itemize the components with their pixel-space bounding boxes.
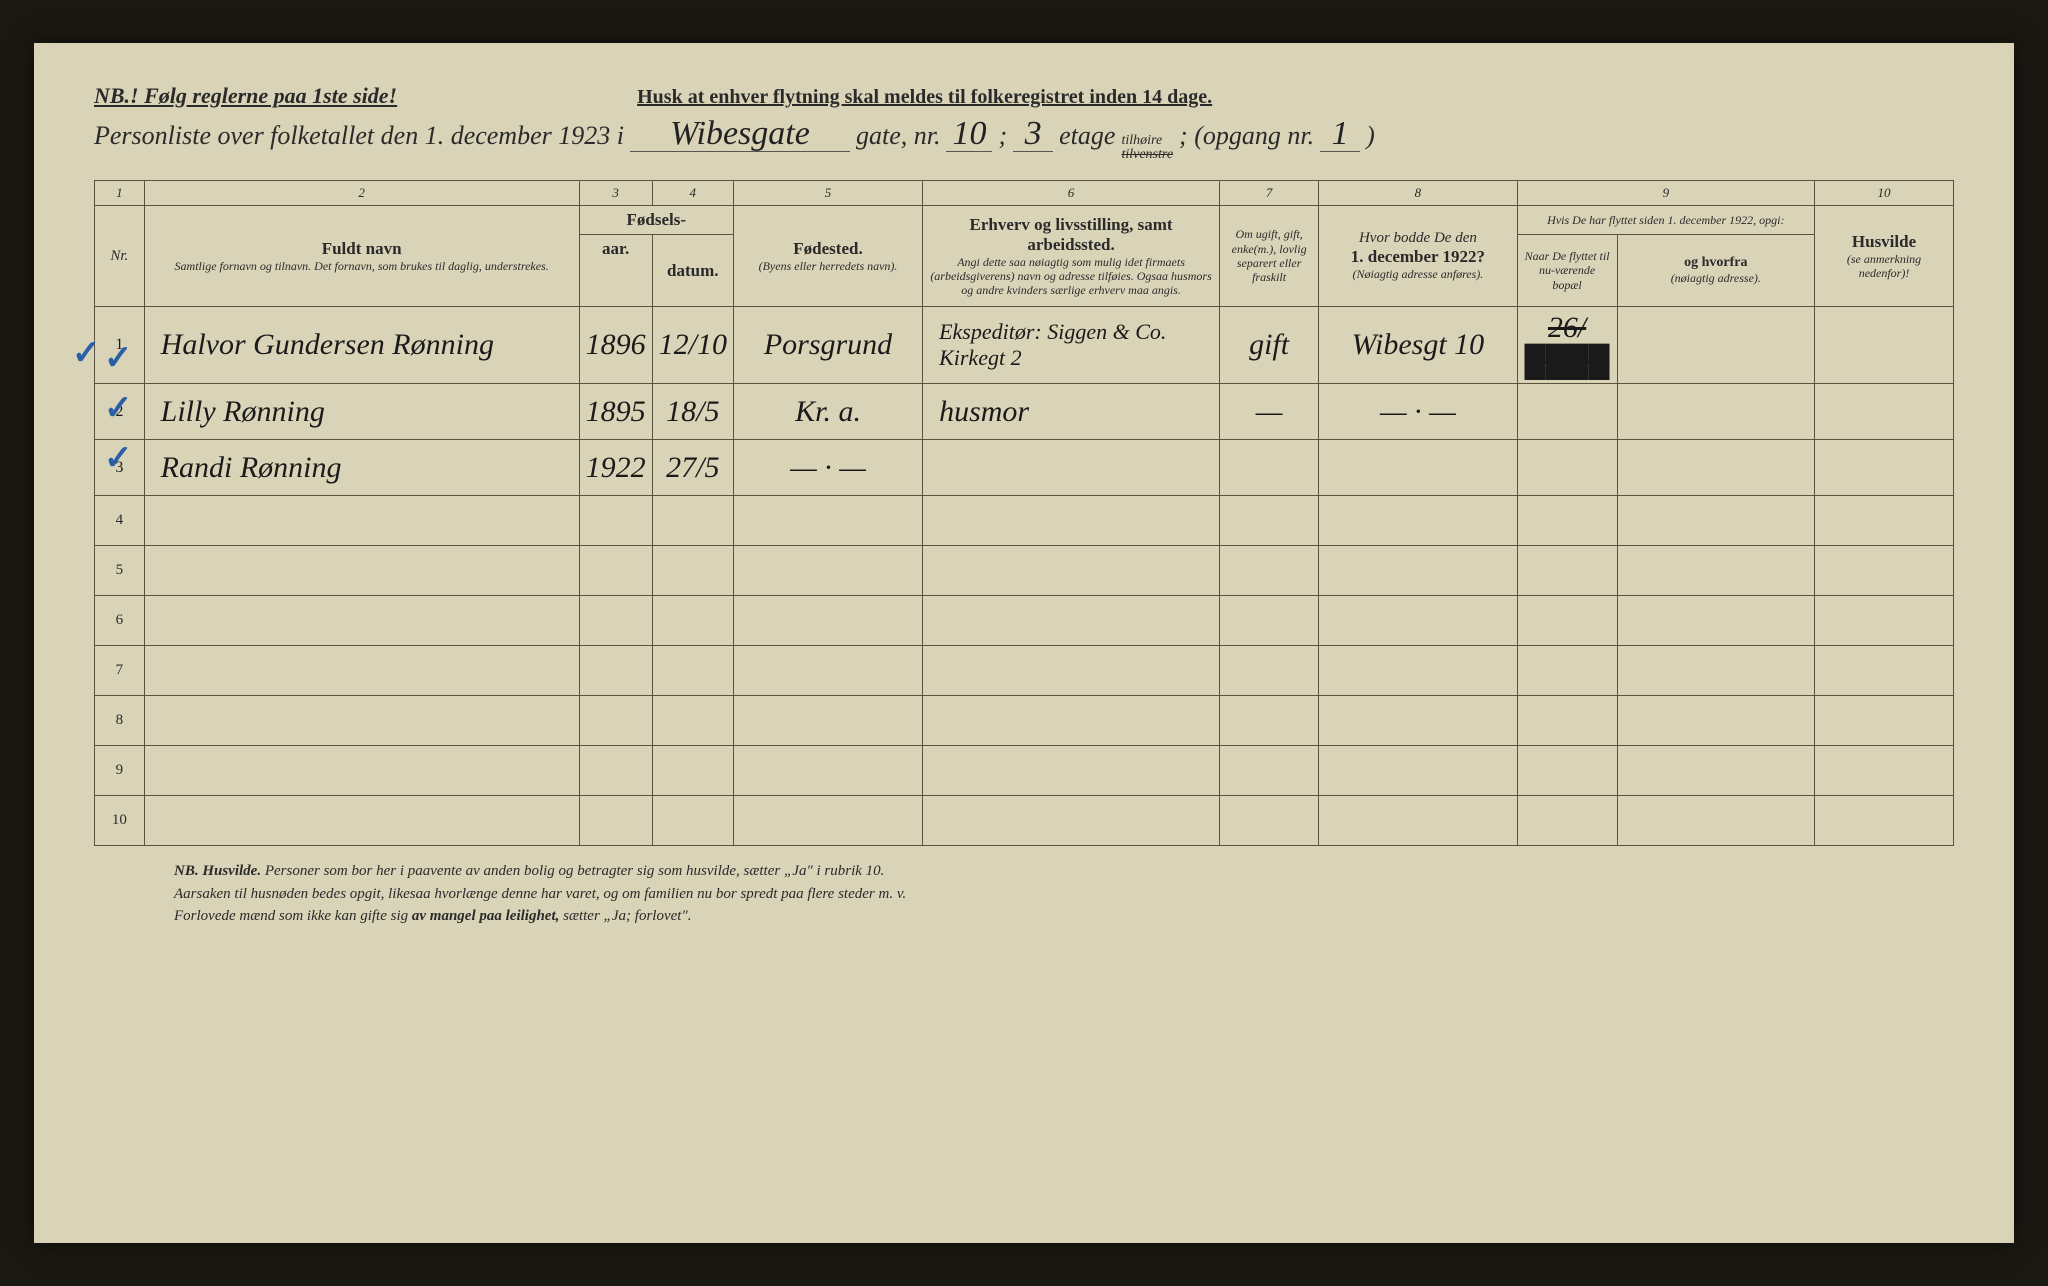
table-row: 10 <box>95 796 1954 846</box>
cell-date: 12/10 <box>652 307 733 384</box>
table-row: 2 Lilly Rønning 1895 18/5 Kr. a. husmor … <box>95 384 1954 440</box>
header-nr: Nr. <box>95 206 145 307</box>
header-moved: Hvis De har flyttet siden 1. december 19… <box>1517 206 1814 235</box>
gate-nr-field: 10 <box>946 117 992 152</box>
checkmark-icon: ✓ <box>104 438 133 478</box>
cell-occupation <box>923 440 1220 496</box>
etage-label: etage <box>1059 121 1115 151</box>
colnum-2: 2 <box>144 181 579 206</box>
colnum-7: 7 <box>1219 181 1318 206</box>
cell-husvilde <box>1815 307 1954 384</box>
cell-husvilde <box>1815 384 1954 440</box>
cell-birthplace: — · — <box>733 440 922 496</box>
side-indicator: tilhøire tilvenstre <box>1121 134 1173 162</box>
cell-year: 1922 <box>579 440 652 496</box>
etage-nr-field: 3 <box>1013 117 1053 152</box>
census-table: 1 2 3 4 5 6 7 8 9 10 Nr. Fuldt navn Samt… <box>94 180 1954 846</box>
street-field: Wibesgate <box>630 117 850 152</box>
table-row: 3 Randi Rønning 1922 27/5 — · — <box>95 440 1954 496</box>
cell-birthplace: Porsgrund <box>733 307 922 384</box>
header-marital: Om ugift, gift, enke(m.), lovlig separer… <box>1219 206 1318 307</box>
footnote: NB. Husvilde. Personer som bor her i paa… <box>94 860 1954 928</box>
header-name: Fuldt navn Samtlige fornavn og tilnavn. … <box>144 206 579 307</box>
nb-instruction: NB.! Følg reglerne paa 1ste side! <box>94 83 397 109</box>
header-top-row: NB.! Følg reglerne paa 1ste side! Husk a… <box>94 83 1954 109</box>
header-when: Naar De flyttet til nu-værende bopæl <box>1517 235 1617 307</box>
header-from: og hvorfra (nøiagtig adresse). <box>1617 235 1815 307</box>
cell-husvilde <box>1815 440 1954 496</box>
header-year: aar. (Skriv ikke feilagtige tal!) <box>579 235 652 307</box>
table-row: 9 <box>95 746 1954 796</box>
colnum-4: 4 <box>652 181 733 206</box>
title-row: Personliste over folketallet den 1. dece… <box>94 117 1954 162</box>
cell-marital: gift <box>1219 307 1318 384</box>
cell-addr1922 <box>1319 440 1517 496</box>
colnum-6: 6 <box>923 181 1220 206</box>
cell-moved-when: 26/ ████ <box>1517 307 1617 384</box>
colnum-9: 9 <box>1517 181 1814 206</box>
table-row: 4 <box>95 496 1954 546</box>
footnote-line-2: Aarsaken til husnøden bedes opgit, likes… <box>174 883 1954 906</box>
cell-moved-from <box>1617 384 1815 440</box>
footnote-line-3: Forlovede mænd som ikke kan gifte sig av… <box>174 905 1954 928</box>
colnum-3: 3 <box>579 181 652 206</box>
colnum-10: 10 <box>1815 181 1954 206</box>
semicolon: ; <box>998 121 1007 151</box>
cell-addr1922: — · — <box>1319 384 1517 440</box>
colnum-8: 8 <box>1319 181 1517 206</box>
reminder-text: Husk at enhver flytning skal meldes til … <box>637 86 1212 109</box>
cell-marital: — <box>1219 384 1318 440</box>
table-row: 7 <box>95 646 1954 696</box>
colnum-1: 1 <box>95 181 145 206</box>
cell-moved-from <box>1617 440 1815 496</box>
census-form-page: ✓ ✓ ✓ ✓ NB.! Følg reglerne paa 1ste side… <box>34 43 2014 1243</box>
header-addr1922: Hvor bodde De den 1. december 1922? (Nøi… <box>1319 206 1517 307</box>
header-date: datum. <box>652 235 733 307</box>
cell-moved-when <box>1517 384 1617 440</box>
header-birth: Fødsels- <box>579 206 733 235</box>
cell-addr1922: Wibesgt 10 <box>1319 307 1517 384</box>
header-birthplace: Fødested. (Byens eller herredets navn). <box>733 206 922 307</box>
cell-name: Randi Rønning <box>144 440 579 496</box>
title-prefix: Personliste over folketallet den 1. dece… <box>94 121 624 151</box>
header-husvilde: Husvilde (se anmerkning nedenfor)! <box>1815 206 1954 307</box>
checkmark-icon: ✓ <box>72 333 101 373</box>
checkmark-icon: ✓ <box>104 338 133 378</box>
cell-occupation: husmor <box>923 384 1220 440</box>
cell-name: Lilly Rønning <box>144 384 579 440</box>
cell-moved-when <box>1517 440 1617 496</box>
footnote-line-1: NB. Husvilde. Personer som bor her i paa… <box>174 860 1954 883</box>
cell-date: 27/5 <box>652 440 733 496</box>
table-body: 1 Halvor Gundersen Rønning 1896 12/10 Po… <box>95 307 1954 846</box>
cell-occupation: Ekspeditør: Siggen & Co. Kirkegt 2 <box>923 307 1220 384</box>
cell-name: Halvor Gundersen Rønning <box>144 307 579 384</box>
colnum-5: 5 <box>733 181 922 206</box>
close-paren: ) <box>1366 121 1375 151</box>
gate-label: gate, nr. <box>856 121 941 151</box>
cell-date: 18/5 <box>652 384 733 440</box>
cell-moved-from <box>1617 307 1815 384</box>
opgang-nr-field: 1 <box>1320 117 1360 152</box>
cell-marital <box>1219 440 1318 496</box>
opgang-label: ; (opgang nr. <box>1179 121 1314 151</box>
table-row: 5 <box>95 546 1954 596</box>
table-row: 8 <box>95 696 1954 746</box>
table-row: 1 Halvor Gundersen Rønning 1896 12/10 Po… <box>95 307 1954 384</box>
header-occupation: Erhverv og livsstilling, samt arbeidsste… <box>923 206 1220 307</box>
table-header: 1 2 3 4 5 6 7 8 9 10 Nr. Fuldt navn Samt… <box>95 181 1954 307</box>
checkmark-icon: ✓ <box>104 388 133 428</box>
cell-year: 1895 <box>579 384 652 440</box>
cell-year: 1896 <box>579 307 652 384</box>
table-row: 6 <box>95 596 1954 646</box>
cell-birthplace: Kr. a. <box>733 384 922 440</box>
